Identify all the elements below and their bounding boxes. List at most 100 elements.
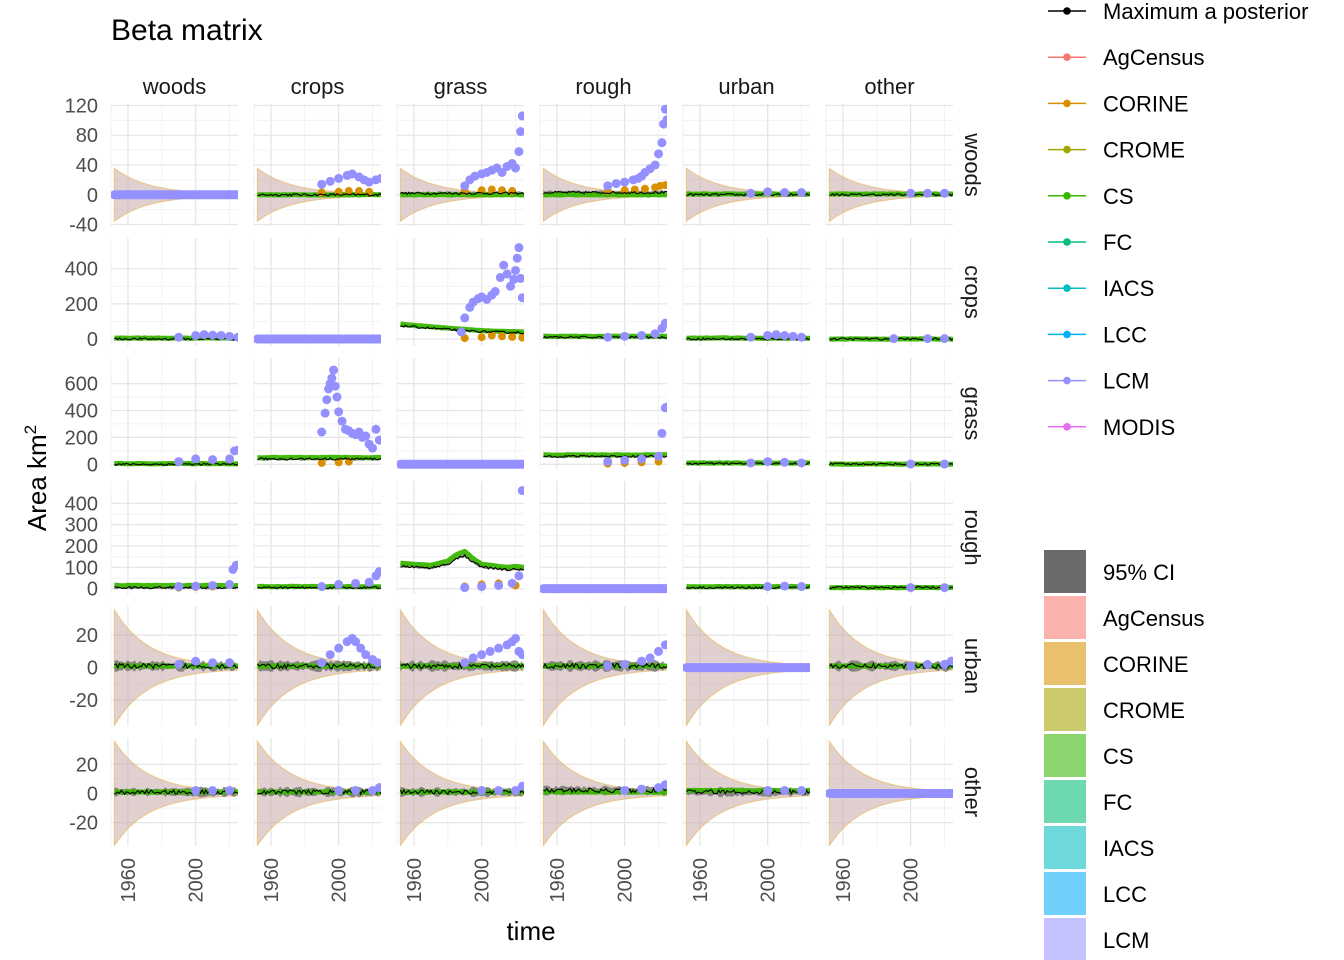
lcm-point [660, 104, 667, 114]
row-strip-crops: crops [960, 265, 985, 319]
facet-strips: woods crops grass rough urban other woods crops… [142, 74, 985, 817]
chart-title: Beta matrix [111, 14, 263, 47]
map-series-line [400, 191, 524, 196]
panel-content [256, 607, 381, 726]
lcm-point [174, 659, 184, 669]
lcm-point [460, 181, 470, 191]
lcm-point [637, 656, 647, 666]
map-series-line [543, 190, 667, 195]
row-strip-urban: urban [960, 638, 985, 694]
lcm-point [174, 457, 184, 467]
lcm-point [330, 381, 340, 391]
legend-line-label: CORINE [1103, 91, 1189, 116]
y-tick-label-urban: -20 [69, 690, 98, 712]
panel-content [114, 330, 238, 342]
panel-crops-rough [539, 238, 667, 346]
panel-content [542, 607, 667, 726]
legend-line-item-lcm: LCM [1048, 369, 1149, 394]
lcm-point [946, 656, 953, 666]
corine-point [497, 332, 506, 341]
panel-woods-woods [110, 104, 238, 226]
lcm-point [654, 783, 664, 793]
cs-series-line [400, 548, 524, 570]
col-strip-crops: crops [291, 74, 345, 99]
panel-grass-grass [396, 358, 524, 469]
corine-point [487, 331, 496, 340]
lcm-point [325, 176, 335, 186]
lcm-point [650, 160, 660, 170]
panel-grass-other [825, 358, 953, 469]
lcm-point [329, 365, 339, 375]
lcm-point [797, 582, 807, 592]
legend-point-key [1063, 376, 1071, 385]
legend-fill-item-crome: CROME [1044, 688, 1185, 731]
lcm-point [940, 334, 950, 344]
panel-content [686, 457, 810, 468]
legend-fill-item-cs: CS [1044, 734, 1134, 777]
panel-woods-grass [396, 104, 524, 226]
lcm-point [208, 455, 218, 465]
cs-series-line [114, 789, 238, 795]
lcm-point [485, 646, 495, 656]
lcm-point [208, 658, 218, 668]
panel-background [540, 481, 667, 594]
y-tick-label-rough: 200 [65, 536, 98, 558]
legend-fill-key [1044, 642, 1086, 685]
y-tick-label-grass: 400 [65, 400, 98, 422]
y-axis-title-superscript: 2 [21, 425, 40, 434]
lcm-point [225, 658, 235, 668]
lcm-point [361, 431, 371, 441]
panel-content [828, 167, 953, 223]
x-tick-label-urban: 2000 [758, 858, 780, 903]
lcm-point [940, 188, 950, 198]
panel-rough-woods [110, 481, 238, 594]
panel-content [400, 243, 524, 343]
lcm-point [940, 659, 950, 669]
map-series-line [829, 192, 953, 197]
panel-crops-urban [682, 238, 810, 346]
lcm-point [511, 633, 521, 643]
lcm-point [611, 179, 621, 189]
legend-line-item-corine: CORINE [1048, 91, 1189, 116]
legend-fill-key [1044, 596, 1086, 639]
lcm-point [514, 243, 524, 253]
lcm-point [923, 188, 933, 198]
panel-background [683, 481, 810, 594]
lcm-point [509, 274, 519, 284]
lcm-point [637, 330, 647, 340]
y-tick-label-crops: 200 [65, 294, 98, 316]
legend-fill-item-95-ci: 95% CI [1044, 550, 1175, 593]
panel-urban-urban [682, 606, 810, 726]
y-axes: 12080400-4040020006004002000400300200100… [65, 95, 98, 834]
lcm-point [797, 332, 807, 342]
lcm-point [516, 273, 524, 283]
y-tick-label-rough: 0 [87, 579, 98, 601]
lcm-point [191, 656, 201, 666]
col-strip-urban: urban [718, 74, 774, 99]
lcm-point [494, 580, 504, 590]
legend-line-item-crome: CROME [1048, 138, 1185, 163]
lcm-point [334, 173, 344, 183]
lcm-point [620, 177, 630, 187]
lcm-point [514, 571, 524, 581]
lcm-point [351, 786, 361, 796]
legend-line-item-maximum-a-posterior: Maximum a posterior [1048, 0, 1308, 24]
x-tick-label-other: 2000 [901, 858, 923, 903]
col-strip-other: other [864, 74, 914, 99]
lcm-point [225, 454, 235, 464]
lcm-point [477, 650, 487, 660]
cs-series-line [257, 454, 381, 461]
lcm-point [499, 260, 509, 270]
lcm-point [637, 454, 647, 464]
x-tick-label-rough: 2000 [615, 858, 637, 903]
row-strip-grass: grass [960, 387, 985, 441]
panel-urban-other [825, 606, 953, 726]
legend-fill-item-lcc: LCC [1044, 872, 1147, 915]
map-series-line [686, 788, 810, 796]
lcm-point [654, 149, 664, 159]
panel-background [254, 358, 381, 469]
legend-point-key [1063, 99, 1071, 108]
panel-content [257, 365, 381, 467]
lcm-point [356, 643, 366, 653]
lcm-point [325, 650, 335, 660]
